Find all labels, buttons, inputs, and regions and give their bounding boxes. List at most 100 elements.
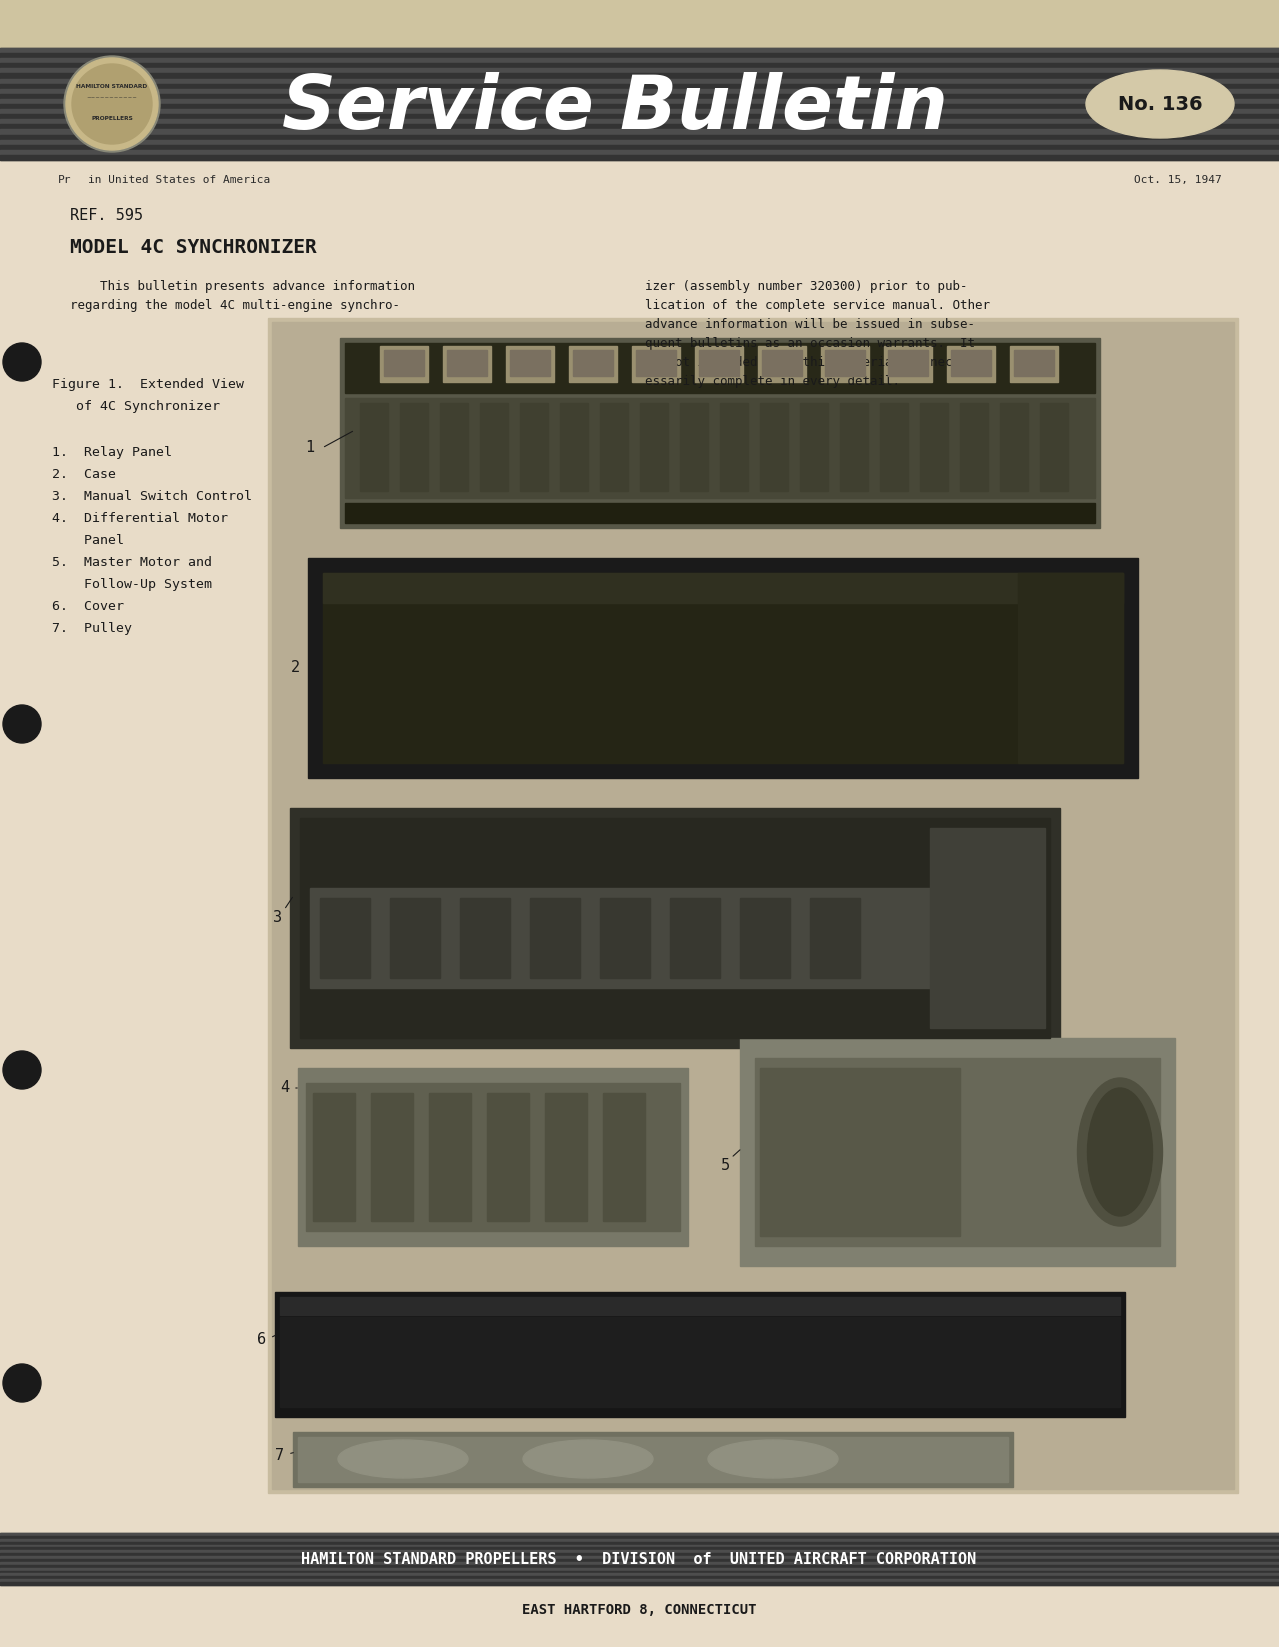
Bar [880, 404, 908, 491]
Text: No. 136: No. 136 [1118, 94, 1202, 114]
Bar [324, 573, 1123, 603]
Bar [0, 145, 1279, 150]
Bar [694, 346, 743, 382]
Bar [0, 1561, 1279, 1565]
Bar [0, 1553, 1279, 1556]
Bar [345, 502, 1095, 524]
Circle shape [3, 705, 41, 743]
Bar [345, 399, 1095, 497]
Text: 6.  Cover: 6. Cover [52, 600, 124, 613]
Bar [384, 351, 425, 376]
Text: MODEL 4C SYNCHRONIZER: MODEL 4C SYNCHRONIZER [70, 239, 317, 257]
Bar [0, 1533, 1279, 1537]
Text: PROPELLERS: PROPELLERS [91, 115, 133, 120]
Bar [0, 150, 1279, 155]
Bar [700, 351, 739, 376]
Bar [446, 351, 487, 376]
Bar [0, 84, 1279, 89]
Text: 4: 4 [280, 1080, 289, 1095]
Bar [310, 888, 930, 988]
Text: 6: 6 [257, 1332, 266, 1347]
Bar [560, 404, 588, 491]
Bar [0, 94, 1279, 99]
Bar [758, 346, 806, 382]
Bar [946, 346, 995, 382]
Bar [0, 1537, 1279, 1538]
Bar [636, 351, 677, 376]
Bar [298, 1436, 1008, 1482]
Bar [720, 404, 748, 491]
Bar [569, 346, 616, 382]
Bar [1010, 346, 1058, 382]
Ellipse shape [338, 1439, 468, 1477]
Bar [640, 404, 668, 491]
Bar [0, 89, 1279, 94]
Bar [0, 1538, 1279, 1542]
Bar [0, 1568, 1279, 1571]
Bar [760, 404, 788, 491]
Text: 3: 3 [274, 911, 283, 926]
Bar [428, 1094, 471, 1220]
Bar [1014, 351, 1054, 376]
Bar [1040, 404, 1068, 491]
Text: 2: 2 [290, 660, 299, 675]
Bar [0, 135, 1279, 140]
Bar [0, 1560, 1279, 1561]
Text: 7: 7 [275, 1448, 284, 1464]
Circle shape [3, 1364, 41, 1402]
Text: 5.  Master Motor and: 5. Master Motor and [52, 557, 212, 568]
Circle shape [3, 343, 41, 380]
Bar [888, 351, 929, 376]
Bar [293, 1431, 1013, 1487]
Bar [0, 1533, 1279, 1584]
Bar [920, 404, 948, 491]
Bar [810, 898, 859, 978]
Bar [0, 53, 1279, 58]
Text: REF. 595: REF. 595 [70, 208, 143, 222]
Bar [340, 338, 1100, 529]
Circle shape [64, 56, 160, 152]
Bar [0, 1579, 1279, 1583]
Bar [0, 1556, 1279, 1560]
Bar [600, 898, 650, 978]
Text: Follow-Up System: Follow-Up System [52, 578, 212, 591]
Bar [0, 1583, 1279, 1584]
Text: This bulletin presents advance information
regarding the model 4C multi-engine s: This bulletin presents advance informati… [70, 280, 414, 311]
Text: EAST HARTFORD 8, CONNECTICUT: EAST HARTFORD 8, CONNECTICUT [522, 1603, 756, 1617]
Bar [0, 74, 1279, 79]
Ellipse shape [709, 1439, 838, 1477]
Bar [275, 1291, 1126, 1416]
Text: 7.  Pulley: 7. Pulley [52, 623, 132, 636]
Text: HAMILTON STANDARD: HAMILTON STANDARD [77, 84, 147, 89]
Bar [272, 323, 1234, 1489]
Bar [440, 404, 468, 491]
Bar [0, 114, 1279, 119]
Bar [0, 58, 1279, 63]
Bar [298, 1067, 688, 1247]
Bar [600, 404, 628, 491]
Bar [269, 318, 1238, 1492]
Bar [821, 346, 868, 382]
Circle shape [72, 64, 152, 143]
Bar [0, 109, 1279, 114]
Bar [840, 404, 868, 491]
Text: Panel: Panel [52, 534, 124, 547]
Bar [0, 125, 1279, 130]
Bar [670, 898, 720, 978]
Bar [400, 404, 428, 491]
Text: ~~~~~~~~~~~: ~~~~~~~~~~~ [87, 96, 137, 100]
Bar [825, 351, 865, 376]
Bar [0, 104, 1279, 109]
Text: of 4C Synchronizer: of 4C Synchronizer [52, 400, 220, 413]
Text: Service Bulletin: Service Bulletin [283, 72, 948, 145]
Bar [0, 1548, 1279, 1550]
Bar [443, 346, 491, 382]
Bar [0, 69, 1279, 74]
Bar [371, 1094, 413, 1220]
Ellipse shape [1087, 1089, 1152, 1215]
Bar [460, 898, 510, 978]
Bar [308, 558, 1138, 777]
Bar [741, 1038, 1175, 1267]
Bar [961, 404, 987, 491]
Bar [799, 404, 828, 491]
